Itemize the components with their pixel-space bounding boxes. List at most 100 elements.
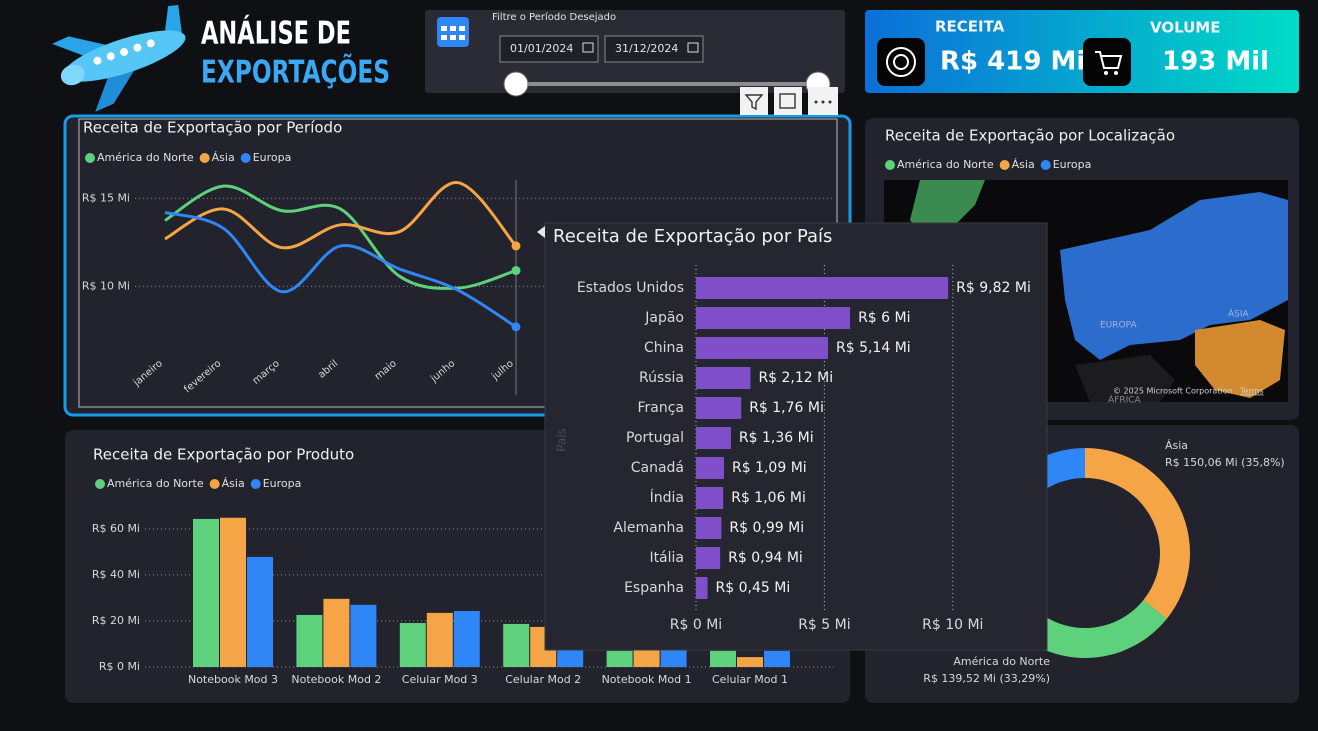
bar	[633, 649, 660, 667]
chart-title: Receita de Exportação por Produto	[93, 446, 354, 464]
legend-label: Ásia	[1012, 158, 1035, 171]
kpi-panel	[865, 10, 1299, 93]
focus-icon	[779, 93, 796, 109]
map-label: EUROPA	[1100, 321, 1137, 331]
y-tick-label: Índia	[650, 489, 684, 506]
filter-button[interactable]	[740, 87, 768, 115]
bar	[696, 337, 828, 359]
value-label: R$ 0,94 Mi	[728, 550, 803, 566]
kpi-icon	[893, 54, 909, 70]
map-terms[interactable]: Terms	[1239, 387, 1264, 396]
y-tick-label: Estados Unidos	[577, 280, 684, 296]
end-date-box[interactable]	[604, 35, 704, 63]
slider-handle[interactable]	[503, 71, 529, 97]
legend-label: América do Norte	[97, 151, 194, 164]
bar	[696, 277, 949, 299]
bar	[696, 397, 742, 419]
kpi-icon	[1083, 38, 1131, 86]
line-point	[511, 266, 521, 276]
bar	[696, 307, 851, 329]
region	[1060, 192, 1288, 360]
bar	[660, 649, 687, 667]
y-tick-label: R$ 15 Mi	[82, 191, 130, 204]
y-tick-label: Rússia	[639, 370, 684, 386]
legend-marker	[85, 153, 95, 163]
map-attribution: © 2025 Microsoft Corporation	[1113, 387, 1233, 396]
bar	[323, 598, 350, 667]
filter-label: Filtre o Período Desejado	[492, 11, 616, 23]
bar	[696, 367, 751, 389]
x-tick-label: Celular Mod 1	[712, 673, 788, 686]
legend-label: América do Norte	[897, 158, 994, 171]
map-title: Receita de Exportação por Localização	[885, 127, 1175, 145]
back-arrow[interactable]	[537, 226, 545, 238]
focus-button[interactable]	[774, 87, 802, 115]
filter-icon	[744, 94, 764, 111]
value-label: R$ 0,99 Mi	[729, 520, 804, 536]
bar	[220, 517, 246, 667]
legend-marker	[885, 160, 895, 170]
bar	[426, 612, 453, 667]
kpi-value: R$ 419 Mi	[940, 47, 1085, 77]
region	[1075, 355, 1175, 402]
legend-label: Ásia	[222, 477, 245, 490]
x-tick-label: Celular Mod 2	[505, 673, 581, 686]
start-date-box[interactable]	[499, 35, 599, 63]
chart-title: Receita de Exportação por País	[553, 226, 832, 247]
calendar-icon	[437, 17, 469, 47]
value-label: R$ 1,76 Mi	[749, 400, 824, 416]
legend-label: Ásia	[212, 151, 235, 164]
bar	[696, 517, 722, 539]
donut-slice	[1085, 448, 1191, 619]
legend-marker	[240, 153, 251, 163]
value-label: R$ 1,36 Mi	[739, 430, 814, 446]
bar	[696, 487, 724, 509]
bar	[696, 457, 724, 479]
x-tick-label: R$ 0 Mi	[670, 617, 722, 633]
line-series	[164, 184, 517, 290]
brand-line1: ANÁLISE DE	[201, 16, 351, 52]
bar	[296, 614, 323, 667]
bar	[696, 547, 721, 569]
bar	[193, 518, 219, 667]
chart-title: Receita de Exportação por Período	[83, 119, 342, 137]
legend-label: Europa	[253, 151, 292, 164]
y-tick-label: R$ 0 Mi	[99, 660, 140, 673]
start-date[interactable]: 01/01/2024	[510, 42, 573, 55]
bar	[503, 623, 530, 667]
end-date[interactable]: 31/12/2024	[615, 42, 678, 55]
legend-marker	[1040, 160, 1051, 170]
y-tick-label: Japão	[644, 310, 684, 326]
line-point	[511, 322, 521, 332]
region	[1195, 320, 1285, 398]
y-tick-label: China	[644, 340, 684, 356]
value-label: R$ 5,14 Mi	[836, 340, 911, 356]
slice-label: R$ 139,52 Mi (33,29%)	[923, 672, 1050, 685]
slice-name: Ásia	[1165, 439, 1188, 452]
x-tick-label: Notebook Mod 1	[602, 673, 692, 686]
legend-marker	[199, 153, 210, 163]
country-popup: Receita de Exportação por País País R$ 0 M…	[537, 222, 1048, 651]
y-tick-label: R$ 40 Mi	[92, 568, 140, 581]
legend-marker	[95, 479, 105, 489]
bar	[710, 650, 736, 667]
logo-plane	[52, 4, 186, 112]
product-chart: Receita de Exportação por Produto América…	[92, 446, 835, 686]
bar	[764, 650, 790, 667]
value-label: R$ 0,45 Mi	[716, 580, 791, 596]
date-icon	[582, 42, 594, 53]
line-series	[164, 211, 517, 329]
value-label: R$ 6 Mi	[858, 310, 910, 326]
kpi-icon	[1095, 51, 1123, 69]
bar	[606, 650, 633, 667]
kpi-label: RECEITA	[935, 18, 1005, 36]
y-tick-label: França	[637, 400, 684, 416]
x-tick-label: R$ 10 Mi	[922, 617, 983, 633]
bar	[247, 556, 273, 667]
bar	[399, 623, 426, 667]
bar	[696, 427, 731, 449]
line-series	[164, 181, 518, 250]
value-label: R$ 2,12 Mi	[758, 370, 833, 386]
bar	[737, 657, 763, 667]
y-tick-label: Alemanha	[613, 520, 684, 536]
